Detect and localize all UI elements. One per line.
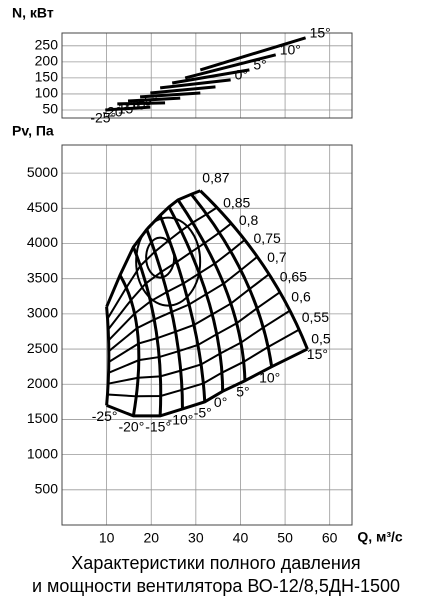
plot-frame (61, 32, 353, 119)
power-line (171, 68, 250, 85)
pressure-curve (199, 189, 309, 350)
series-label: -5° (194, 405, 212, 421)
y-tick-label: 1500 (27, 410, 58, 426)
plot-frame (61, 144, 353, 526)
power-line (127, 96, 181, 103)
efficiency-label: 0,7 (267, 249, 287, 265)
title: Характеристики полного давления (71, 553, 360, 573)
y-tick-label: 2500 (27, 340, 58, 356)
power-line (150, 85, 216, 95)
efficiency-peak (145, 236, 176, 279)
pressure-curve (176, 199, 247, 381)
y-tick-label: 1000 (27, 445, 58, 461)
pressure-curve (167, 206, 225, 392)
pressure-curve (190, 193, 274, 367)
x-tick-label: 20 (143, 530, 159, 546)
y-tick-label: 250 (35, 37, 59, 53)
power-line (184, 53, 277, 80)
series-label: -25° (90, 110, 116, 126)
efficiency-label: 0,8 (239, 212, 259, 228)
power-line (105, 105, 151, 112)
efficiency-label: 0,5 (311, 330, 331, 346)
y-tick-label: 50 (42, 101, 58, 117)
y-tick-label: 100 (35, 85, 59, 101)
series-label: 0° (235, 67, 248, 83)
power-line (139, 91, 201, 99)
power-line (199, 36, 307, 72)
y-tick-label: 150 (35, 69, 59, 85)
series-label: 15° (307, 346, 328, 362)
efficiency-label: 0,65 (280, 268, 307, 284)
y-tick-label: 2000 (27, 375, 58, 391)
y-tick-label: 4000 (27, 234, 58, 250)
pressure-curve (131, 246, 163, 416)
x-tick-label: 30 (188, 530, 204, 546)
y-axis-label: Pv, Па (12, 123, 54, 139)
y-tick-label: 5000 (27, 164, 58, 180)
y-tick-label: 3000 (27, 305, 58, 321)
series-label: -20° (102, 104, 128, 120)
efficiency-label: 0,87 (202, 169, 229, 185)
efficiency-label: 0,75 (254, 230, 281, 246)
series-label: -15° (113, 101, 139, 117)
efficiency-label: 0,85 (223, 194, 250, 210)
series-label: 10° (259, 369, 280, 385)
pressure-curve (105, 306, 111, 406)
efficiency-label: 0,6 (291, 288, 311, 304)
x-tick-label: 40 (233, 530, 249, 546)
efficiency-label: 0,55 (302, 309, 329, 325)
pressure-curve (158, 214, 207, 402)
efficiency-peak (135, 216, 202, 307)
y-tick-label: 200 (35, 53, 59, 69)
y-axis-label: N, кВт (12, 5, 54, 21)
pressure-curve (145, 228, 184, 409)
y-tick-label: 4500 (27, 199, 58, 215)
series-label: 0° (214, 394, 227, 410)
series-label: 15° (310, 25, 331, 41)
y-tick-label: 500 (35, 481, 59, 497)
x-tick-label: 50 (277, 530, 293, 546)
series-label: 5° (236, 383, 249, 399)
title: и мощности вентилятора ВО-12/8,5ДН-1500 (32, 576, 400, 596)
x-axis-label: Q, м³/с (357, 529, 403, 545)
series-label: -15° (145, 419, 171, 435)
power-line (117, 101, 166, 106)
series-label: -10° (168, 412, 194, 428)
series-label: -10° (125, 97, 151, 113)
pressure-curve (118, 274, 141, 417)
x-tick-label: 60 (322, 530, 338, 546)
series-label: -25° (92, 408, 118, 424)
series-label: -5° (139, 93, 157, 109)
y-tick-label: 3500 (27, 269, 58, 285)
series-label: -20° (118, 419, 144, 435)
x-tick-label: 10 (99, 530, 115, 546)
power-line (159, 78, 231, 90)
